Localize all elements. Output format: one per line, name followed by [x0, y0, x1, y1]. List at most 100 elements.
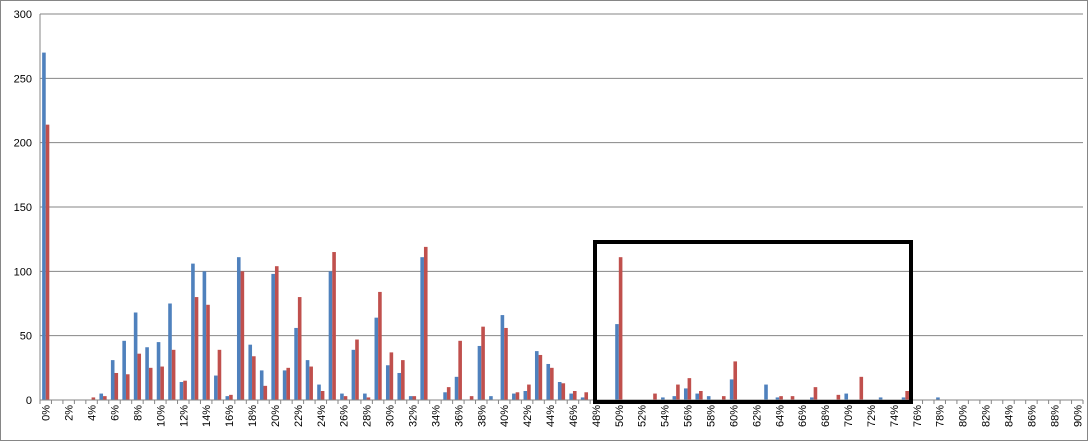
bar [443, 392, 447, 400]
bar [240, 271, 245, 400]
x-tick-label: 16% [224, 405, 236, 427]
bar [282, 370, 287, 400]
bar [259, 370, 264, 400]
bar [695, 393, 700, 400]
bar [446, 387, 451, 400]
x-tick-label: 62% [751, 405, 763, 427]
x-tick-label: 8% [132, 405, 144, 421]
bar [248, 344, 253, 400]
bar [145, 347, 149, 400]
x-tick-label: 42% [522, 405, 534, 427]
x-tick-label: 24% [316, 405, 328, 427]
bar [546, 363, 551, 400]
bar [294, 327, 298, 400]
y-tick-label: 250 [14, 73, 32, 85]
bar [374, 317, 379, 400]
bar [454, 376, 459, 400]
bar [790, 396, 795, 400]
bar [527, 384, 531, 400]
bar [458, 340, 462, 400]
bar [317, 384, 321, 400]
bar [340, 393, 344, 400]
x-tick-label: 32% [408, 405, 420, 427]
bar [91, 397, 96, 400]
bar [168, 303, 172, 400]
bar [263, 385, 268, 400]
bar [500, 315, 505, 400]
bar [504, 327, 508, 400]
x-tick-label: 36% [453, 405, 465, 427]
bar [332, 252, 336, 400]
bar [661, 397, 665, 400]
x-tick-label: 68% [820, 405, 832, 427]
y-tick-label: 50 [20, 331, 32, 343]
bar [936, 397, 940, 400]
bar [534, 351, 539, 400]
bar [328, 271, 333, 400]
bar [389, 352, 394, 400]
bar [183, 380, 187, 400]
x-tick-label: 60% [728, 405, 740, 427]
x-tick-label: 38% [476, 405, 488, 427]
bar [191, 263, 195, 400]
bar [305, 360, 310, 400]
x-tick-label: 28% [362, 405, 374, 427]
bar [42, 52, 46, 400]
bar [779, 396, 783, 400]
y-tick-label: 0 [26, 395, 32, 407]
y-tick-label: 100 [14, 266, 32, 278]
x-tick-label: 86% [1026, 405, 1038, 427]
bar [160, 366, 164, 400]
x-tick-label: 44% [545, 405, 557, 427]
x-tick-label: 58% [706, 405, 718, 427]
x-tick-label: 10% [155, 405, 167, 427]
bar [343, 396, 348, 400]
bar-layer [42, 52, 940, 401]
x-tick-label: 74% [889, 405, 901, 427]
bar [512, 393, 516, 400]
bar [515, 392, 520, 400]
bar [45, 124, 50, 401]
bar [125, 374, 130, 400]
bar [615, 324, 619, 400]
bar [412, 396, 417, 400]
bar [202, 271, 207, 400]
bar [775, 397, 780, 400]
bar [355, 339, 359, 400]
bar [618, 257, 623, 400]
x-tick-label: 72% [866, 405, 878, 427]
x-tick-label: 70% [843, 405, 855, 427]
bar [550, 367, 554, 400]
x-tick-label: 88% [1049, 405, 1061, 427]
bar [653, 393, 657, 400]
bar [366, 397, 371, 400]
x-tick-label: 18% [247, 405, 259, 427]
x-tick-label: 90% [1072, 405, 1084, 427]
bar [729, 379, 734, 400]
bar [225, 396, 230, 400]
bar [813, 387, 818, 400]
bar [122, 340, 126, 400]
x-tick-label: 6% [110, 405, 122, 421]
bar [378, 291, 382, 400]
x-tick-label: 50% [614, 405, 626, 427]
bar [420, 257, 424, 400]
bar [229, 394, 233, 400]
bar [569, 393, 573, 400]
bar [385, 365, 390, 400]
x-tick-label: 54% [660, 405, 672, 427]
bar [194, 297, 199, 400]
bar [236, 257, 241, 400]
bar [103, 396, 107, 400]
x-tick-label: 56% [683, 405, 695, 427]
bar [408, 396, 413, 400]
bar [148, 367, 153, 400]
y-tick-label: 200 [14, 138, 32, 150]
bar [99, 393, 104, 400]
bar [481, 326, 485, 400]
x-tick-label: 52% [637, 405, 649, 427]
bar [401, 360, 405, 400]
bar [114, 372, 119, 400]
x-tick-label: 20% [270, 405, 282, 427]
